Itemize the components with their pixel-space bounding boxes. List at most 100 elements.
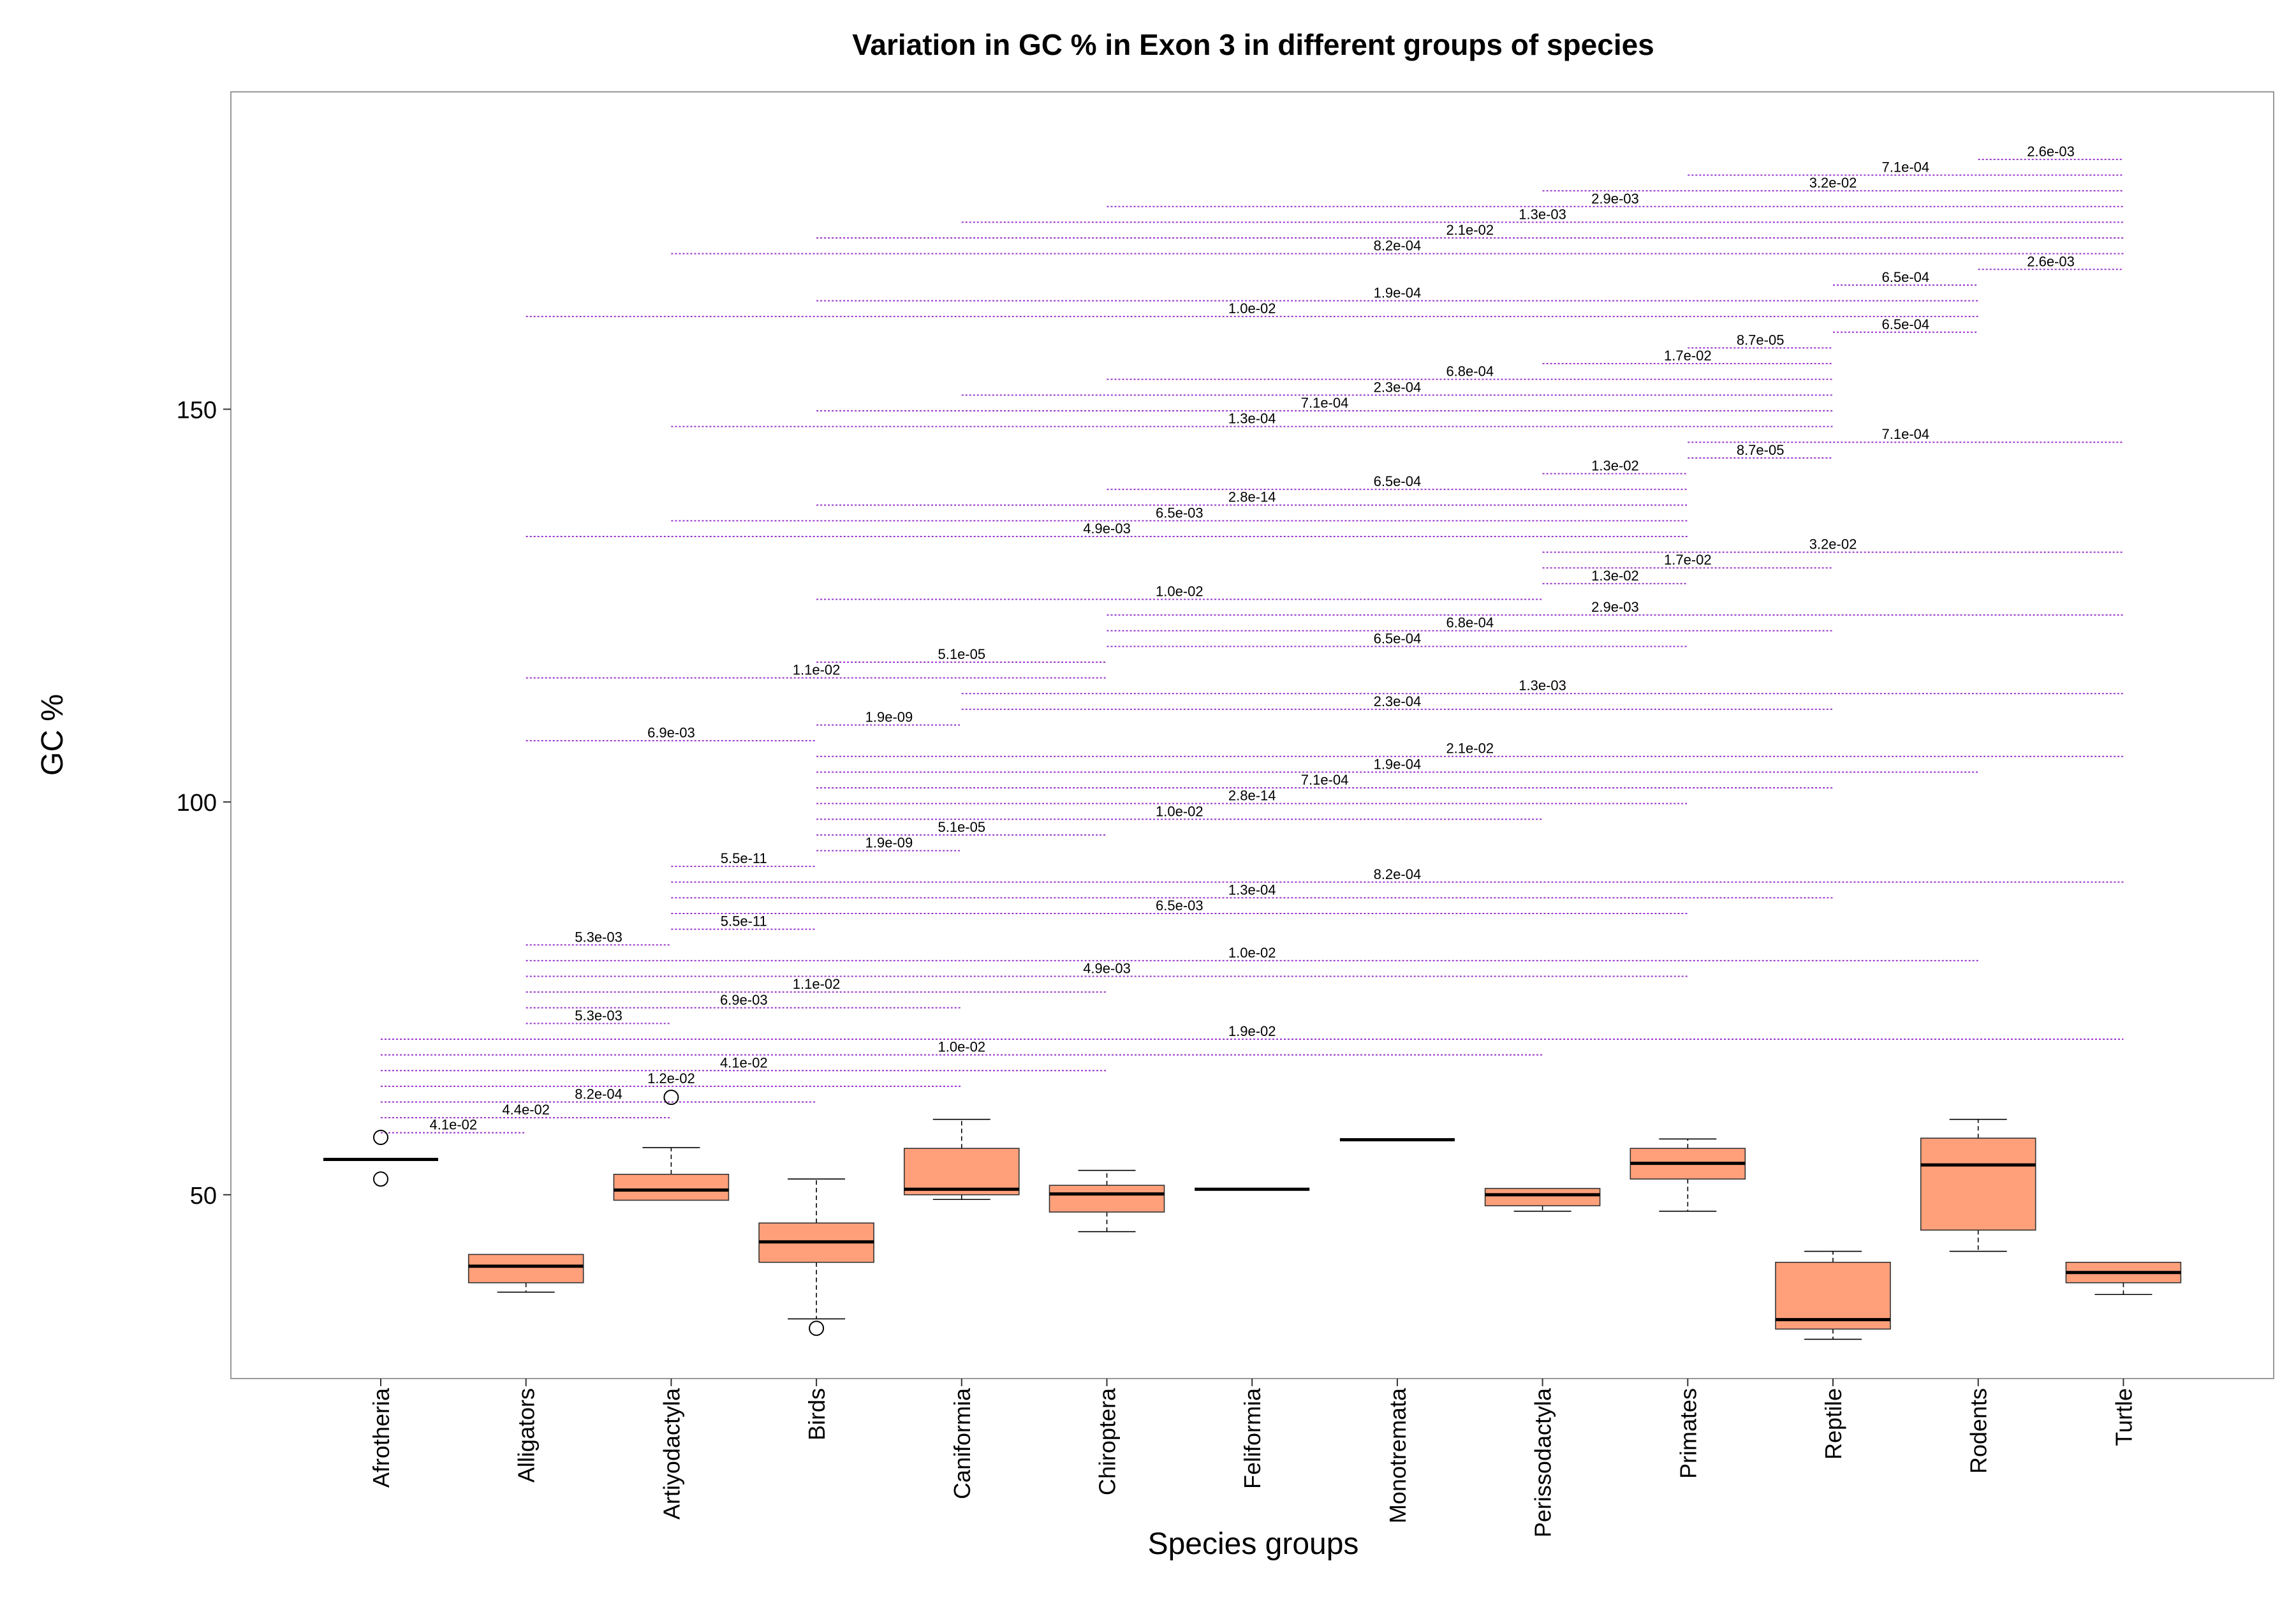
comparison-label: 2.9e-03: [1591, 599, 1639, 615]
box-body: [467, 1254, 584, 1284]
comparison-label: 8.2e-04: [575, 1086, 622, 1102]
box-alligators: [467, 1254, 584, 1293]
box-body: [1484, 1188, 1601, 1206]
comparison-label: 2.1e-02: [1446, 741, 1494, 757]
comparison-label: 1.3e-02: [1591, 568, 1639, 584]
comparison-label: 1.3e-03: [1519, 677, 1566, 693]
x-axis-label: Species groups: [1148, 1527, 1359, 1561]
comparison-label: 8.2e-04: [1374, 238, 1422, 254]
comparison-label: 4.9e-03: [1083, 521, 1131, 536]
x-tick-label-afrotheria: Afrotheria: [368, 1387, 394, 1488]
significance-brackets: 4.1e-02 4.4e-02 8.2e-04 1.2e-02 4.1e-02 1.0e-…: [381, 144, 2124, 1134]
comparison-label: 1.9e-09: [865, 835, 913, 851]
x-tick-label-turtle: Turtle: [2110, 1388, 2137, 1446]
comparison-label: 2.3e-04: [1374, 693, 1422, 709]
comparison-label: 2.1e-02: [1446, 222, 1494, 238]
comparison-label: 6.5e-04: [1882, 316, 1930, 332]
box-body: [1775, 1261, 1891, 1330]
comparison-label: 6.8e-04: [1446, 615, 1494, 631]
box-caniformia: [904, 1118, 1020, 1201]
comparison-label: 6.5e-04: [1882, 269, 1930, 285]
x-tick-label-feliformia: Feliformia: [1239, 1387, 1265, 1489]
comparison-label: 4.9e-03: [1083, 961, 1131, 977]
x-tick-label-primates: Primates: [1675, 1388, 1701, 1479]
comparison-label: 2.8e-14: [1228, 788, 1276, 804]
comparison-label: 3.2e-02: [1809, 536, 1857, 552]
comparison-label: 1.0e-02: [1156, 583, 1203, 599]
comparison-label: 6.5e-03: [1156, 898, 1203, 914]
comparison-label: 1.9e-04: [1374, 285, 1422, 301]
comparison-label: 1.9e-09: [865, 709, 913, 725]
box-body: [613, 1174, 730, 1201]
comparison-label: 6.9e-03: [647, 725, 695, 741]
chart-title: Variation in GC % in Exon 3 in different…: [852, 28, 1654, 61]
comparison-label: 5.1e-05: [938, 819, 985, 835]
comparison-label: 1.0e-02: [938, 1039, 985, 1055]
comparison-label: 8.7e-05: [1737, 332, 1785, 348]
comparison-label: 1.9e-02: [1228, 1023, 1276, 1039]
boxes: [323, 1090, 2182, 1340]
comparison-label: 1.0e-02: [1156, 803, 1203, 819]
comparison-label: 5.5e-11: [721, 914, 767, 929]
comparison-label: 1.0e-02: [1228, 300, 1276, 316]
box-rodents: [1920, 1118, 2036, 1252]
y-tick-label: 100: [177, 790, 217, 817]
comparison-label: 1.1e-02: [793, 662, 841, 678]
comparison-label: 6.8e-04: [1446, 364, 1494, 380]
comparison-label: 7.1e-04: [1301, 772, 1349, 788]
comparison-label: 2.3e-04: [1374, 379, 1422, 395]
box-perissodactyla: [1484, 1188, 1601, 1212]
comparison-label: 6.5e-04: [1374, 473, 1422, 489]
comparison-label: 2.6e-03: [2027, 253, 2075, 269]
comparison-label: 1.2e-02: [647, 1070, 695, 1086]
comparison-label: 8.2e-04: [1374, 866, 1422, 882]
comparison-label: 8.7e-05: [1737, 442, 1785, 458]
comparison-label: 5.5e-11: [721, 850, 767, 866]
x-axis: Afrotheria Alligators Artiyodactyla Birds Ca…: [368, 1379, 2137, 1537]
comparison-label: 4.4e-02: [502, 1102, 550, 1118]
comparison-label: 1.9e-04: [1374, 756, 1422, 772]
box-birds: [758, 1178, 874, 1336]
x-tick-label-reptile: Reptile: [1820, 1388, 1846, 1460]
comparison-label: 5.3e-03: [575, 929, 622, 945]
comparison-label: 3.2e-02: [1809, 175, 1857, 191]
box-body: [1920, 1137, 2036, 1231]
comparison-label: 6.5e-03: [1156, 505, 1203, 521]
comparison-label: 1.3e-02: [1591, 457, 1639, 473]
box-chiroptera: [1049, 1169, 1165, 1232]
comparison-label: 1.1e-02: [793, 976, 841, 992]
comparison-label: 1.0e-02: [1228, 945, 1276, 961]
comparison-label: 7.1e-04: [1882, 159, 1930, 175]
box-turtle: [2065, 1261, 2182, 1296]
comparison-label: 1.3e-04: [1228, 882, 1276, 898]
comparison-label: 1.7e-02: [1664, 348, 1712, 364]
comparison-label: 4.1e-02: [430, 1117, 478, 1133]
comparison-label: 2.6e-03: [2027, 144, 2075, 159]
y-axis-label: GC %: [36, 694, 70, 776]
x-tick-label-artiyodactyla: Artiyodactyla: [658, 1387, 684, 1520]
x-tick-label-perissodactyla: Perissodactyla: [1530, 1387, 1556, 1537]
box-body: [1049, 1185, 1165, 1213]
x-tick-label-monotremata: Monotremata: [1385, 1387, 1411, 1523]
box-body: [904, 1148, 1020, 1195]
comparison-label: 6.5e-04: [1374, 630, 1422, 646]
comparison-label: 7.1e-04: [1882, 426, 1930, 442]
x-tick-label-alligators: Alligators: [513, 1388, 540, 1483]
comparison-label: 7.1e-04: [1301, 395, 1349, 411]
x-tick-label-birds: Birds: [804, 1388, 830, 1440]
x-tick-label-caniformia: Caniformia: [949, 1387, 975, 1499]
comparison-label: 1.3e-04: [1228, 411, 1276, 427]
x-tick-label-chiroptera: Chiroptera: [1094, 1387, 1121, 1495]
y-tick-label: 50: [190, 1183, 217, 1210]
comparison-label: 2.9e-03: [1591, 191, 1639, 207]
box-primates: [1630, 1138, 1746, 1212]
comparison-label: 1.3e-03: [1519, 206, 1566, 222]
outlier-point: [663, 1090, 679, 1106]
comparison-label: 4.1e-02: [720, 1054, 768, 1070]
comparison-label: 2.8e-14: [1228, 489, 1276, 505]
y-tick-label: 150: [177, 397, 217, 424]
comparison-label: 5.3e-03: [575, 1007, 622, 1023]
box-artiyodactyla: [613, 1090, 730, 1201]
